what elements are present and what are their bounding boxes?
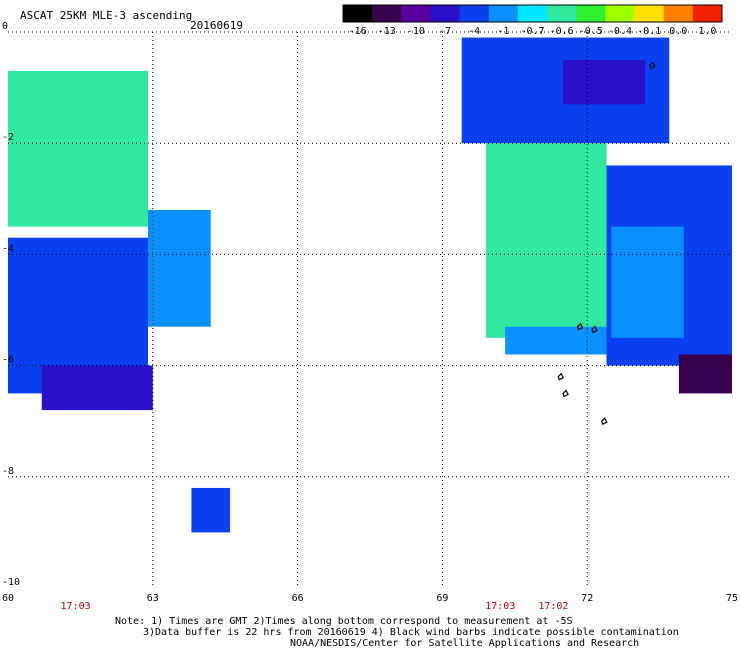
colorbar-tick-label-5: -4 xyxy=(468,26,480,37)
time-label-2: 17:03 xyxy=(485,601,515,612)
colorbar-swatch-6 xyxy=(488,5,519,22)
colorbar-tick-label-7: -0.7 xyxy=(520,26,544,37)
x-tick-label-60: 60 xyxy=(2,593,14,604)
plot-title: ASCAT 25KM MLE-3 ascending xyxy=(20,9,193,22)
island-outline-3 xyxy=(557,372,565,381)
y-tick-label-m10: -10 xyxy=(2,577,20,588)
colorbar-tick-label-6: -1 xyxy=(497,26,509,37)
data-region-12 xyxy=(678,354,732,394)
colorbar-swatch-9 xyxy=(576,5,606,22)
time-label-1: 17:03 xyxy=(61,601,91,612)
y-tick-label-m2: -2 xyxy=(2,132,14,143)
x-tick-label-75: 75 xyxy=(726,593,738,604)
colorbar-tick-label-9: -0.5 xyxy=(579,26,603,37)
colorbar-tick-label-3: -10 xyxy=(407,26,425,37)
y-tick-label-0: 0 xyxy=(2,21,8,32)
island-outline-6 xyxy=(649,61,656,70)
colorbar-tick-label-12: 0.0 xyxy=(669,26,687,37)
footer-credit: NOAA/NESDIS/Center for Satellite Applica… xyxy=(290,638,640,649)
x-tick-label-66: 66 xyxy=(292,593,304,604)
footer-note-2: 3)Data buffer is 22 hrs from 20160619 4)… xyxy=(143,627,679,638)
colorbar-swatch-12 xyxy=(663,5,694,22)
colorbar-tick-label-8: -0.6 xyxy=(550,26,574,37)
colorbar-swatch-2 xyxy=(372,5,402,22)
x-tick-label-69: 69 xyxy=(436,593,448,604)
colorbar-frame xyxy=(342,4,723,23)
colorbar-swatch-1 xyxy=(343,5,373,22)
plot-date: 20160619 xyxy=(190,19,243,32)
time-label-3: 17:02 xyxy=(538,601,568,612)
colorbar-tick-label-10: -0.4 xyxy=(608,26,632,37)
colorbar-swatch-13 xyxy=(692,5,723,22)
colorbar-swatch-8 xyxy=(547,5,577,22)
footer-note-1: Note: 1) Times are GMT 2)Times along bot… xyxy=(115,616,573,627)
island-outline-4 xyxy=(562,389,569,398)
island-outline-5 xyxy=(600,417,608,426)
data-region-8 xyxy=(485,143,607,338)
y-tick-label-m6: -6 xyxy=(2,355,14,366)
colorbar-swatch-7 xyxy=(517,5,548,22)
colorbar-swatch-3 xyxy=(401,5,431,22)
x-tick-label-63: 63 xyxy=(147,593,159,604)
data-region-9 xyxy=(505,326,607,355)
colorbar-swatch-5 xyxy=(459,5,490,22)
x-tick-label-72: 72 xyxy=(581,593,593,604)
colorbar-tick-label-2: -13 xyxy=(378,26,396,37)
colorbar-tick-label-4: -7 xyxy=(439,26,451,37)
data-region-5 xyxy=(191,487,231,533)
colorbar-swatch-4 xyxy=(430,5,461,22)
colorbar-tick-label-13: 1.0 xyxy=(698,26,716,37)
data-region-7 xyxy=(563,59,646,105)
island-outline-2 xyxy=(591,325,598,334)
data-region-1 xyxy=(8,70,148,227)
island-outline-1 xyxy=(576,322,584,331)
colorbar-swatch-10 xyxy=(605,5,636,22)
y-tick-label-m4: -4 xyxy=(2,243,14,254)
data-region-4 xyxy=(41,365,153,411)
data-region-11 xyxy=(611,226,684,338)
y-tick-label-m8: -8 xyxy=(2,466,14,477)
colorbar-tick-label-1: -16 xyxy=(349,26,367,37)
colorbar-swatch-11 xyxy=(634,5,665,22)
data-region-3 xyxy=(147,209,211,327)
colorbar-tick-label-11: -0.1 xyxy=(637,26,661,37)
